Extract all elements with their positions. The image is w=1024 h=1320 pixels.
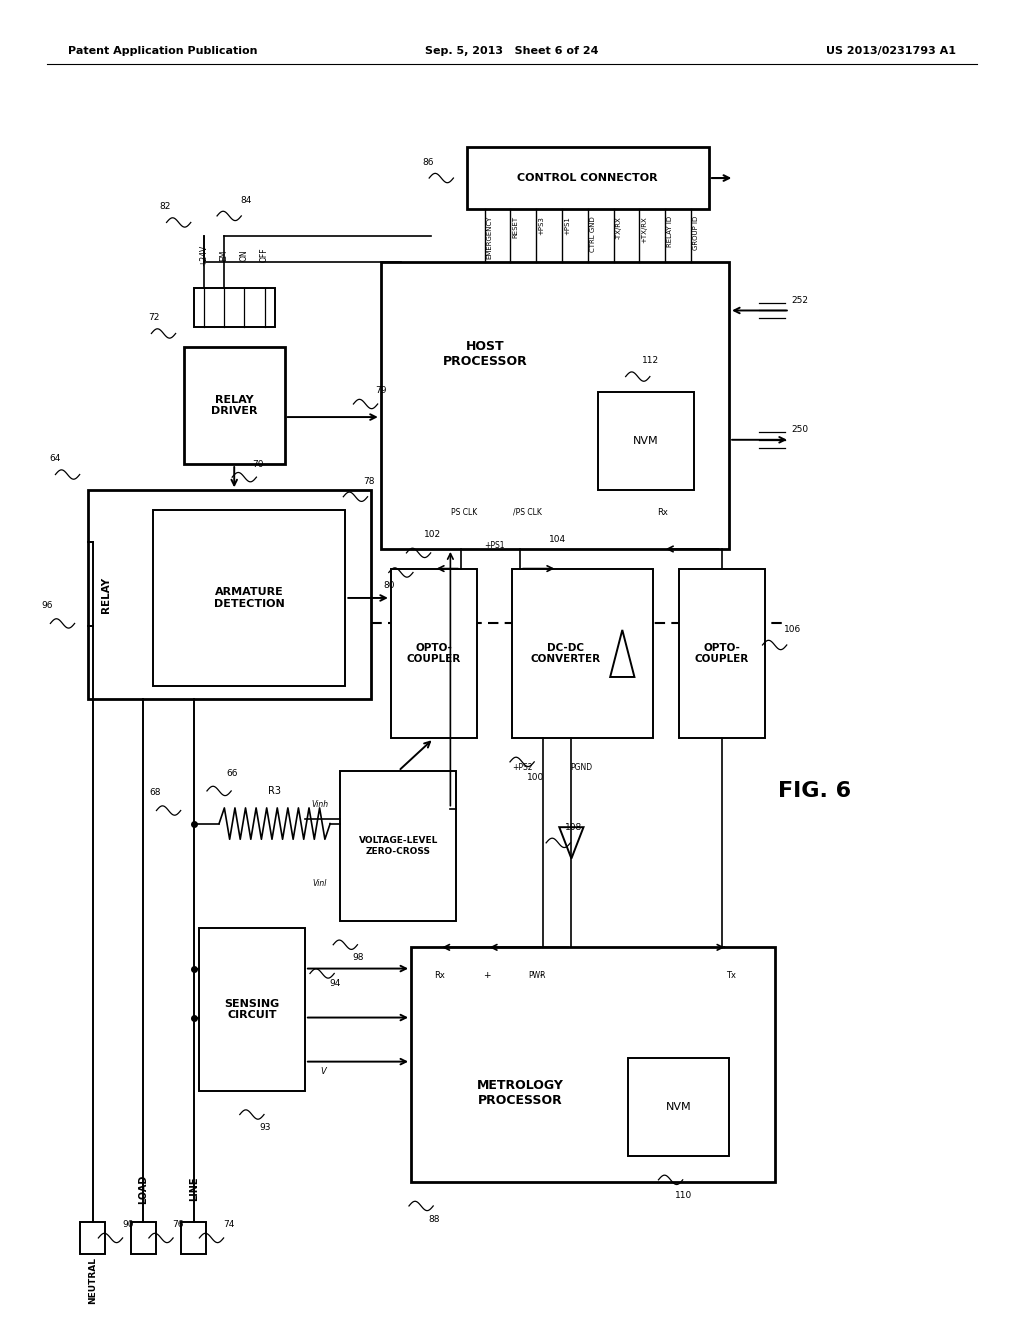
Bar bbox=[131, 1221, 156, 1254]
Text: 102: 102 bbox=[424, 531, 441, 539]
Bar bbox=[628, 1059, 729, 1156]
Text: Rx: Rx bbox=[434, 972, 444, 979]
Text: NVM: NVM bbox=[666, 1102, 691, 1113]
Bar bbox=[679, 569, 765, 738]
Text: DC-DC
CONVERTER: DC-DC CONVERTER bbox=[530, 643, 601, 664]
Text: Vinl: Vinl bbox=[313, 879, 328, 888]
Text: 94: 94 bbox=[330, 979, 341, 989]
Text: +TX/RX: +TX/RX bbox=[641, 216, 647, 243]
Text: EMERGENCY: EMERGENCY bbox=[486, 216, 493, 259]
Text: NVM: NVM bbox=[633, 436, 658, 446]
Bar bbox=[467, 147, 709, 210]
Text: RELAY: RELAY bbox=[101, 577, 111, 612]
Text: 84: 84 bbox=[241, 195, 252, 205]
Text: 250: 250 bbox=[792, 425, 808, 434]
Bar bbox=[183, 347, 285, 465]
Text: +: + bbox=[483, 972, 490, 979]
Text: -: - bbox=[540, 972, 543, 979]
Text: 100: 100 bbox=[526, 774, 544, 781]
Bar bbox=[598, 392, 694, 490]
Bar bbox=[391, 569, 476, 738]
Text: 64: 64 bbox=[50, 454, 61, 463]
Text: 68: 68 bbox=[150, 788, 161, 797]
Text: 90: 90 bbox=[122, 1221, 133, 1229]
Bar bbox=[88, 490, 371, 700]
Text: 96: 96 bbox=[42, 601, 53, 610]
Text: NEUTRAL: NEUTRAL bbox=[88, 1257, 97, 1304]
Text: 78: 78 bbox=[362, 477, 375, 486]
Bar bbox=[194, 288, 274, 327]
Text: +PS1: +PS1 bbox=[564, 216, 570, 235]
Text: +PS3: +PS3 bbox=[539, 216, 545, 235]
Bar bbox=[411, 948, 774, 1183]
Text: 79: 79 bbox=[375, 387, 386, 396]
Text: Tx: Tx bbox=[726, 972, 736, 979]
Text: METROLOGY
PROCESSOR: METROLOGY PROCESSOR bbox=[476, 1080, 563, 1107]
Text: 112: 112 bbox=[642, 356, 659, 366]
Bar bbox=[199, 928, 305, 1092]
Text: Vinh: Vinh bbox=[311, 800, 329, 809]
Text: 110: 110 bbox=[675, 1191, 692, 1200]
Text: CTRL GND: CTRL GND bbox=[590, 216, 596, 252]
Text: 252: 252 bbox=[792, 296, 808, 305]
Text: 98: 98 bbox=[352, 953, 365, 962]
Text: 108: 108 bbox=[565, 822, 582, 832]
Text: Sep. 5, 2013   Sheet 6 of 24: Sep. 5, 2013 Sheet 6 of 24 bbox=[425, 46, 599, 57]
Bar bbox=[154, 510, 345, 686]
Bar bbox=[340, 771, 457, 921]
Text: HOST
PROCESSOR: HOST PROCESSOR bbox=[442, 339, 527, 367]
Text: -TX/RX: -TX/RX bbox=[615, 216, 622, 239]
Text: RELAY
DRIVER: RELAY DRIVER bbox=[211, 395, 257, 416]
Bar bbox=[181, 1221, 207, 1254]
Text: 72: 72 bbox=[147, 313, 159, 322]
Text: /PS CLK: /PS CLK bbox=[513, 508, 542, 517]
Text: ARMATURE
DETECTION: ARMATURE DETECTION bbox=[214, 587, 285, 609]
Text: Patent Application Publication: Patent Application Publication bbox=[68, 46, 257, 57]
Text: 106: 106 bbox=[784, 624, 802, 634]
Text: 104: 104 bbox=[549, 536, 566, 544]
Text: Rx: Rx bbox=[657, 508, 669, 517]
Text: US 2013/0231793 A1: US 2013/0231793 A1 bbox=[826, 46, 956, 57]
Text: ON: ON bbox=[240, 249, 249, 261]
Text: SENSING
CIRCUIT: SENSING CIRCUIT bbox=[224, 999, 280, 1020]
Text: GROUP ID: GROUP ID bbox=[693, 216, 698, 251]
Text: V: V bbox=[321, 1067, 326, 1076]
Text: LINE: LINE bbox=[188, 1176, 199, 1201]
Text: PGND: PGND bbox=[570, 763, 593, 772]
Text: OPTO-
COUPLER: OPTO- COUPLER bbox=[407, 643, 461, 664]
Text: EM: EM bbox=[219, 249, 228, 261]
Text: PWR: PWR bbox=[528, 972, 546, 979]
Text: 70: 70 bbox=[253, 459, 264, 469]
Text: FIG. 6: FIG. 6 bbox=[778, 780, 852, 801]
Text: +24V: +24V bbox=[200, 244, 209, 265]
Text: 74: 74 bbox=[223, 1221, 234, 1229]
Text: 76: 76 bbox=[172, 1221, 184, 1229]
Text: 66: 66 bbox=[226, 770, 238, 779]
Text: OFF: OFF bbox=[260, 248, 269, 263]
Text: LOAD: LOAD bbox=[138, 1175, 148, 1204]
Bar bbox=[80, 1221, 105, 1254]
Text: VOLTAGE-LEVEL
ZERO-CROSS: VOLTAGE-LEVEL ZERO-CROSS bbox=[358, 837, 438, 855]
Text: RESET: RESET bbox=[512, 216, 518, 238]
Text: +PS1: +PS1 bbox=[484, 541, 505, 549]
Text: +PS2: +PS2 bbox=[513, 763, 534, 772]
Text: RELAY ID: RELAY ID bbox=[667, 216, 673, 247]
Bar bbox=[512, 569, 653, 738]
Text: 93: 93 bbox=[259, 1123, 270, 1133]
Text: 86: 86 bbox=[423, 158, 434, 166]
Text: 88: 88 bbox=[428, 1214, 440, 1224]
Text: PS CLK: PS CLK bbox=[452, 508, 477, 517]
Text: 82: 82 bbox=[160, 202, 171, 211]
Bar bbox=[381, 261, 729, 549]
Text: R3: R3 bbox=[268, 785, 282, 796]
Text: OPTO-
COUPLER: OPTO- COUPLER bbox=[694, 643, 749, 664]
Text: 80: 80 bbox=[383, 581, 394, 590]
Text: CONTROL CONNECTOR: CONTROL CONNECTOR bbox=[517, 173, 658, 183]
